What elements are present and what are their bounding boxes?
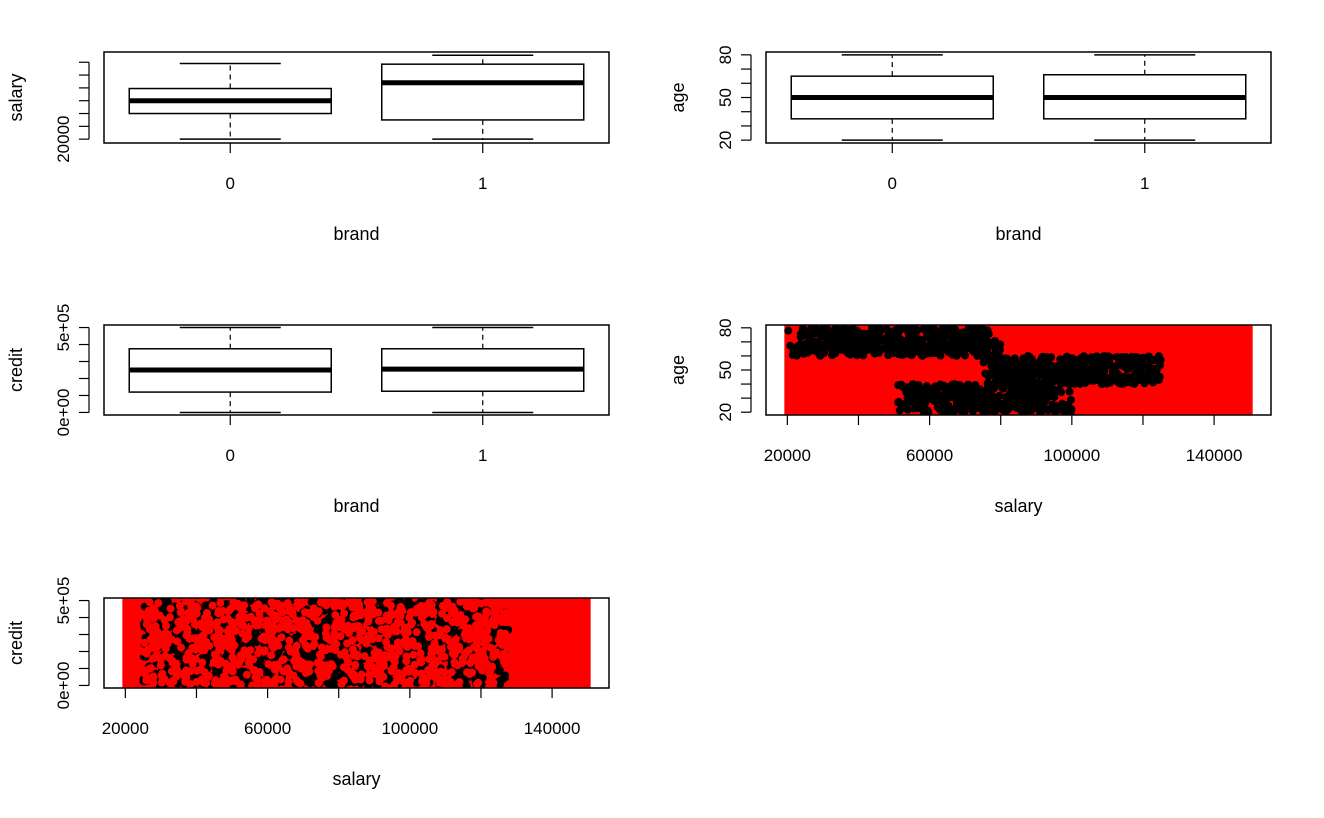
y-axis-title: age	[668, 82, 688, 112]
y-tick-label: 20000	[54, 116, 73, 163]
y-tick-label: 20	[716, 403, 735, 422]
plot-frame	[765, 51, 1272, 144]
scatter-points	[784, 325, 1253, 415]
y-tick-label: 20	[716, 131, 735, 150]
x-tick-label: 60000	[906, 446, 953, 465]
x-axis-title: brand	[995, 224, 1041, 244]
y-axis-title: salary	[6, 73, 26, 121]
x-tick-label: 0	[226, 446, 235, 465]
panel-credit-vs-salary: 20000 60000 100000 140000 0e+00 5e+05 salary cr…	[6, 577, 610, 789]
x-axis-title: salary	[994, 496, 1042, 516]
x-axis-title: brand	[333, 224, 379, 244]
x-tick-label: 1	[1140, 174, 1149, 193]
box-brand-0	[790, 54, 994, 141]
panel-age-vs-salary: 20000 60000 100000 140000 20 50 80 salary age	[668, 318, 1272, 516]
y-tick-label: 5e+05	[54, 577, 73, 625]
x-tick-label: 0	[226, 174, 235, 193]
box-brand-0	[128, 326, 332, 414]
y-tick-label: 5e+05	[54, 304, 73, 352]
box-brand-1	[381, 326, 585, 414]
x-tick-label: 140000	[524, 719, 581, 738]
box-brand-1	[381, 54, 585, 140]
x-tick-label: 60000	[244, 719, 291, 738]
plot-frame	[103, 324, 610, 416]
brand-1-point-cluster	[139, 598, 513, 688]
brand-1-point-cluster	[979, 351, 1165, 389]
y-tick-label: 80	[716, 45, 735, 64]
box-brand-1	[1043, 54, 1247, 141]
y-tick-label: 0e+00	[54, 389, 73, 437]
panel-credit-vs-brand: 0 1 0e+00 5e+05 brand credit	[6, 304, 610, 516]
x-tick-label: 1	[478, 174, 487, 193]
x-tick-label: 1	[478, 446, 487, 465]
y-axis-title: credit	[6, 621, 26, 665]
x-tick-label: 100000	[381, 719, 438, 738]
panel-salary-vs-brand: 0 1 20000 brand salary	[6, 51, 610, 244]
plot-frame	[765, 324, 1272, 416]
x-tick-label: 0	[888, 174, 897, 193]
y-tick-label: 50	[716, 361, 735, 380]
box-brand-0	[128, 62, 332, 140]
y-tick-label: 50	[716, 88, 735, 107]
x-axis-title: brand	[333, 496, 379, 516]
scatter-points	[122, 598, 591, 688]
brand-1-point-cluster	[784, 325, 1005, 360]
x-tick-label: 140000	[1186, 446, 1243, 465]
x-axis-title: salary	[332, 769, 380, 789]
y-axis-title: credit	[6, 348, 26, 392]
plot-frame	[103, 51, 610, 144]
y-axis-title: age	[668, 355, 688, 385]
iqr-box	[381, 63, 585, 121]
x-tick-label: 100000	[1043, 446, 1100, 465]
plot-frame	[103, 597, 610, 689]
panel-age-vs-brand: 0 1 20 50 80 brand age	[668, 45, 1272, 244]
x-tick-label: 20000	[102, 719, 149, 738]
x-tick-label: 20000	[764, 446, 811, 465]
y-tick-label: 80	[716, 318, 735, 337]
y-tick-label: 0e+00	[54, 662, 73, 710]
